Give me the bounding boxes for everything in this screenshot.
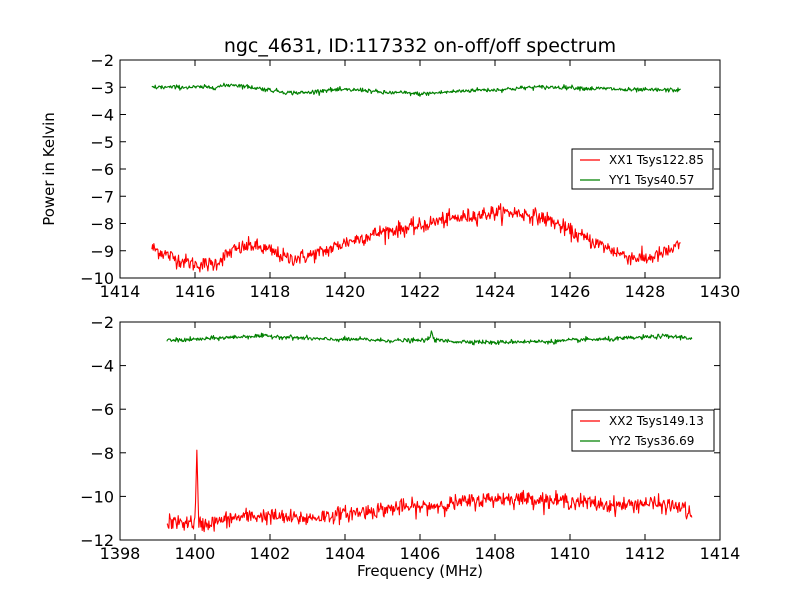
y-tick-label: −7 (90, 187, 114, 206)
y-tick-label: −10 (80, 269, 114, 288)
y-tick-label: −5 (90, 133, 114, 152)
y-tick-label: −12 (80, 531, 114, 550)
x-tick-label: 1410 (550, 544, 591, 563)
x-tick-label: 1430 (700, 282, 741, 301)
x-tick-label: 1426 (550, 282, 591, 301)
y-tick-label: −4 (90, 357, 114, 376)
legend: XX1 Tsys122.85 YY1 Tsys40.57 (571, 148, 714, 190)
y-tick-label: −8 (90, 444, 114, 463)
series-line-yy1 (151, 82, 681, 97)
legend-box (571, 409, 715, 452)
chart-title: ngc_4631, ID:117332 on-off/off spectrum (224, 35, 616, 57)
bottom-panel: 1398 1400 1402 1404 1406 1408 1410 1412 1414 −12 −… (80, 313, 740, 580)
x-tick-label: 1406 (400, 544, 441, 563)
y-tick-label: −9 (90, 242, 114, 261)
legend-entry-label: XX1 Tsys122.85 (609, 153, 704, 167)
x-tick-label: 1404 (325, 544, 366, 563)
x-tick-label: 1412 (625, 544, 666, 563)
x-tick-label: 1424 (475, 282, 516, 301)
y-tick-label: −8 (90, 215, 114, 234)
y-tick-label: −2 (90, 313, 114, 332)
y-tick-label: −3 (90, 78, 114, 97)
legend: XX2 Tsys149.13 YY2 Tsys36.69 (571, 409, 715, 452)
y-tick-label: −6 (90, 400, 114, 419)
x-axis-label: Frequency (MHz) (357, 562, 483, 580)
x-tick-label: 1428 (625, 282, 666, 301)
x-tick-label: 1398 (100, 544, 141, 563)
y-tick-label: −10 (80, 487, 114, 506)
legend-entry-label: YY1 Tsys40.57 (608, 173, 694, 187)
legend-entry-label: YY2 Tsys36.69 (608, 434, 694, 448)
series-line-xx1 (151, 203, 681, 273)
series-line-yy2 (166, 330, 693, 346)
y-axis-label: Power in Kelvin (40, 112, 58, 226)
x-tick-label: 1422 (400, 282, 441, 301)
x-tick-label: 1414 (100, 282, 141, 301)
legend-box (571, 148, 714, 190)
x-tick-label: 1416 (175, 282, 216, 301)
x-tick-label: 1414 (700, 544, 741, 563)
series-line-xx2 (166, 449, 693, 533)
x-tick-label: 1418 (250, 282, 291, 301)
y-tick-label: −2 (90, 51, 114, 70)
top-panel: 1414 1416 1418 1420 1422 1424 1426 1428 1430 −10 −… (40, 35, 740, 301)
x-tick-label: 1402 (250, 544, 291, 563)
x-tick-label: 1420 (325, 282, 366, 301)
legend-entry-label: XX2 Tsys149.13 (609, 414, 704, 428)
y-tick-label: −6 (90, 160, 114, 179)
y-tick-label: −4 (90, 106, 114, 125)
x-tick-label: 1408 (475, 544, 516, 563)
x-tick-label: 1400 (175, 544, 216, 563)
